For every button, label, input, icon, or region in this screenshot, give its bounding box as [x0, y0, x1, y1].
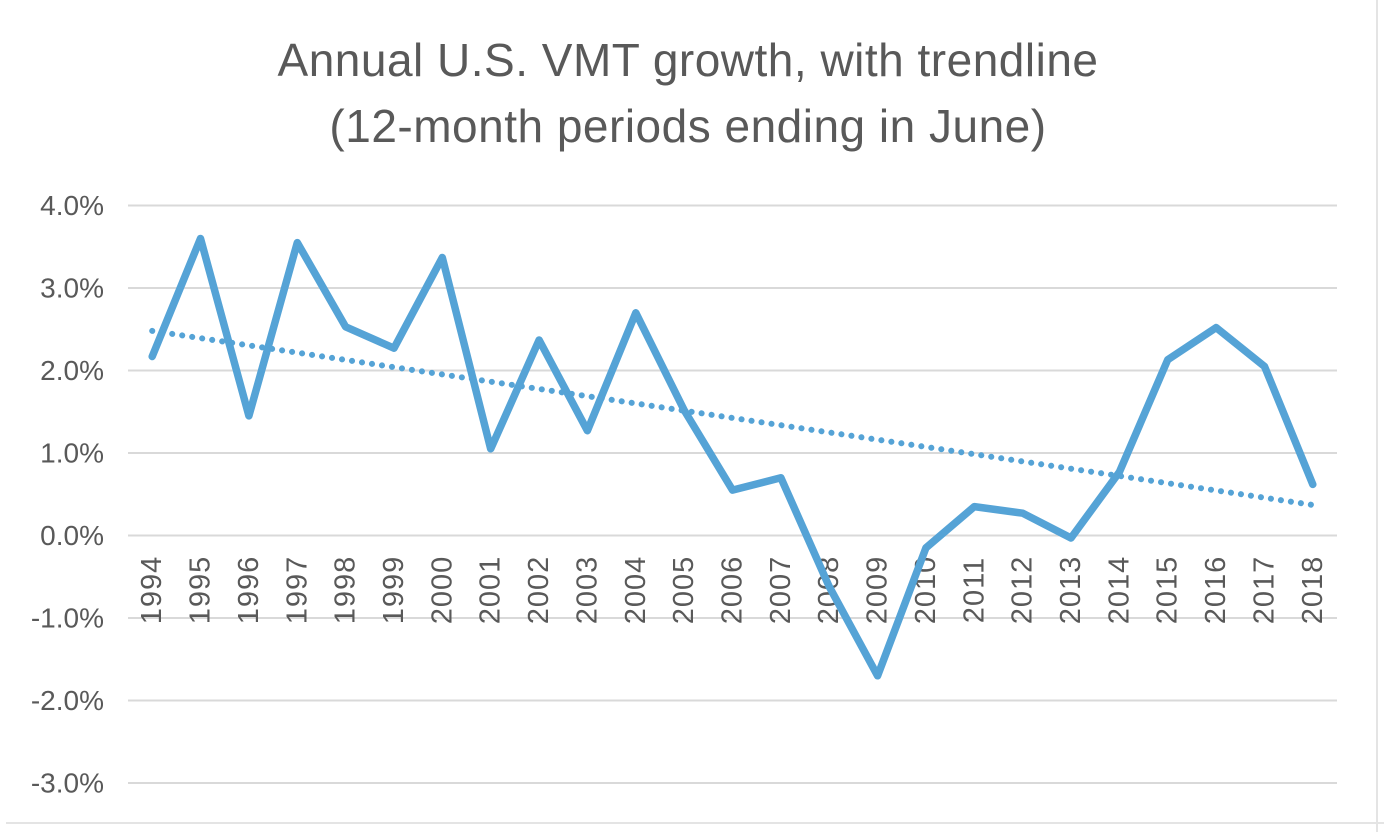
x-axis-tick-label: 2002	[523, 556, 555, 625]
y-axis-labels-group: 4.0% 3.0% 2.0% 1.0% 0.0% -1.0% -2.0% -3.0%	[31, 190, 104, 799]
y-axis-tick-label: 3.0%	[40, 273, 104, 304]
x-axis-tick-label: 2004	[620, 556, 652, 625]
x-axis-tick-label: 2005	[668, 556, 700, 625]
x-axis-tick-label: 2000	[426, 556, 458, 625]
x-axis-tick-label: 2011	[958, 557, 990, 623]
chart-subtitle: (12-month periods ending in June)	[329, 100, 1046, 152]
x-axis-labels-group: 1994 1995 1996 1997 1998 1999 2000 2001 2002 2003…	[136, 556, 1329, 625]
y-axis-tick-label: 4.0%	[40, 190, 104, 221]
x-axis-tick-label: 2016	[1200, 556, 1232, 625]
x-axis-tick-label: 2012	[1007, 556, 1039, 625]
x-axis-tick-label: 1998	[330, 556, 362, 625]
y-axis-tick-label: -1.0%	[31, 603, 104, 634]
x-axis-tick-label: 1996	[233, 556, 265, 625]
chart-title: Annual U.S. VMT growth, with trendline	[278, 34, 1099, 86]
x-axis-tick-label: 2018	[1297, 556, 1329, 625]
series-group	[148, 234, 1317, 680]
y-axis-tick-label: -3.0%	[31, 768, 104, 799]
x-axis-tick-label: 2007	[765, 556, 797, 625]
y-axis-tick-label: 0.0%	[40, 520, 104, 551]
y-axis-tick-label: 1.0%	[40, 438, 104, 469]
x-axis-tick-label: 2010	[910, 556, 942, 625]
x-axis-tick-label: 2013	[1055, 556, 1087, 625]
x-axis-tick-label: 2001	[475, 556, 507, 625]
y-axis-tick-label: -2.0%	[31, 685, 104, 716]
y-axis-tick-label: 2.0%	[40, 355, 104, 386]
x-axis-tick-label: 2009	[862, 556, 894, 625]
x-axis-tick-label: 1995	[185, 556, 217, 625]
x-axis-tick-label: 2014	[1103, 556, 1135, 625]
trendline	[149, 327, 1316, 508]
vmt-growth-line	[148, 234, 1317, 680]
x-axis-tick-label: 1997	[281, 556, 313, 625]
x-axis-tick-label: 2006	[717, 556, 749, 625]
x-axis-tick-label: 2017	[1248, 556, 1280, 625]
x-axis-tick-label: 2015	[1152, 556, 1184, 625]
x-axis-tick-label: 2003	[571, 556, 603, 625]
x-axis-tick-label: 1999	[378, 556, 410, 625]
gridlines-group	[128, 204, 1337, 784]
x-axis-tick-label: 1994	[136, 556, 168, 625]
